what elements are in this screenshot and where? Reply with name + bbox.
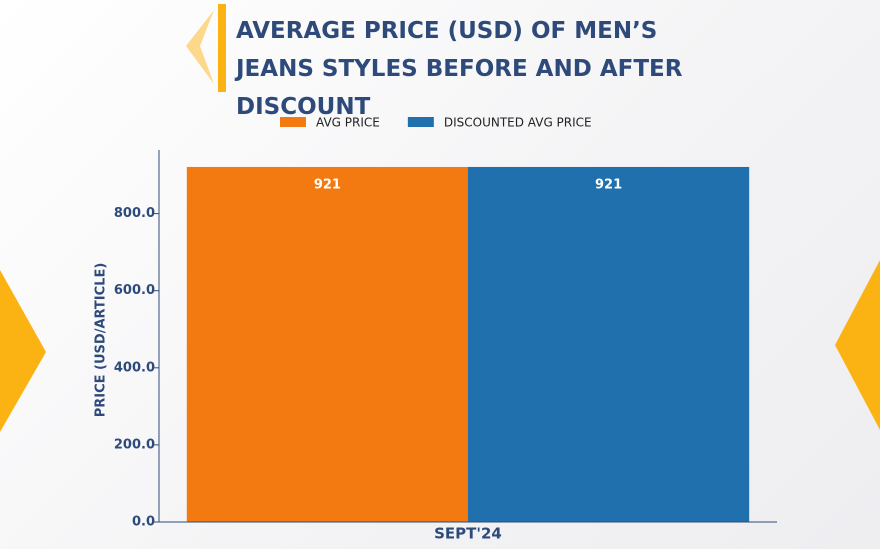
decoration <box>186 10 214 84</box>
bar <box>186 166 468 522</box>
legend-label: AVG PRICE <box>316 116 380 130</box>
legend-swatch <box>407 117 434 127</box>
y-tick-label: 800.0 <box>114 206 155 221</box>
decoration <box>218 4 226 92</box>
data-label: 921 <box>314 177 341 192</box>
legend-swatch <box>280 117 306 127</box>
data-label: 921 <box>595 177 622 192</box>
y-tick-label: 400.0 <box>114 360 155 375</box>
y-tick-label: 600.0 <box>114 283 155 298</box>
legend-label: DISCOUNTED AVG PRICE <box>444 116 592 130</box>
chart-title: AVERAGE PRICE (USD) OF MEN’S JEANS STYLE… <box>236 18 683 120</box>
y-tick-label: 0.0 <box>132 515 155 530</box>
bar <box>468 166 750 522</box>
y-tick-label: 200.0 <box>114 437 155 452</box>
decoration <box>0 270 46 432</box>
x-tick-label: SEPT'24 <box>434 525 502 543</box>
decoration <box>835 260 880 430</box>
y-axis-label: PRICE (USD/ARTICLE) <box>94 263 109 418</box>
